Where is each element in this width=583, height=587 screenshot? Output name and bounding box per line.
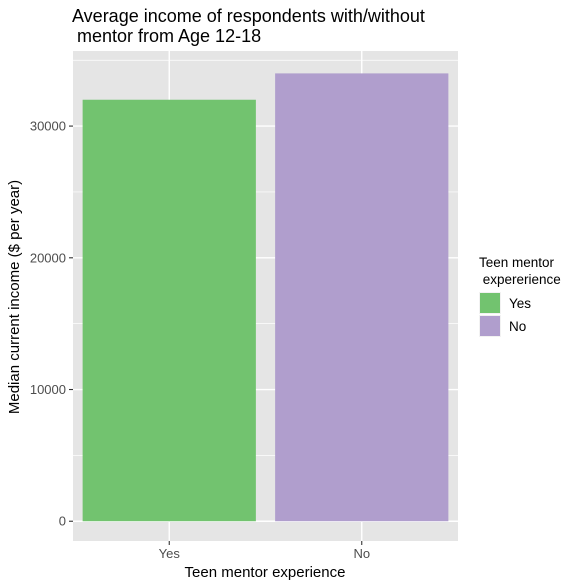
x-axis: Yes No	[159, 541, 370, 561]
plot-panel	[73, 51, 458, 541]
legend-key-yes	[480, 293, 500, 313]
x-axis-title: Teen mentor experience	[185, 564, 346, 581]
bar-yes	[82, 99, 256, 522]
legend-key-no	[480, 316, 500, 336]
legend-title-line-1: Teen mentor	[479, 255, 555, 270]
y-tick-label: 10000	[30, 382, 66, 397]
y-tick-label: 20000	[30, 250, 66, 265]
y-tick-label: 0	[59, 514, 66, 529]
y-axis-title: Median current income ($ per year)	[6, 180, 23, 414]
legend-label-yes: Yes	[509, 296, 531, 311]
bars	[82, 73, 449, 522]
chart-title-line-1: Average income of respondents with/witho…	[72, 6, 425, 26]
y-tick-label: 30000	[30, 119, 66, 134]
chart-title-line-2: mentor from Age 12-18	[72, 26, 261, 46]
legend: Teen mentor expererience Yes No	[479, 255, 561, 337]
x-tick-label: Yes	[159, 546, 181, 561]
bar-no	[275, 73, 449, 522]
legend-label-no: No	[509, 319, 526, 334]
x-tick-label: No	[353, 546, 370, 561]
y-axis: 0 10000 20000 30000	[30, 119, 73, 529]
legend-title-line-2: expererience	[479, 272, 561, 287]
